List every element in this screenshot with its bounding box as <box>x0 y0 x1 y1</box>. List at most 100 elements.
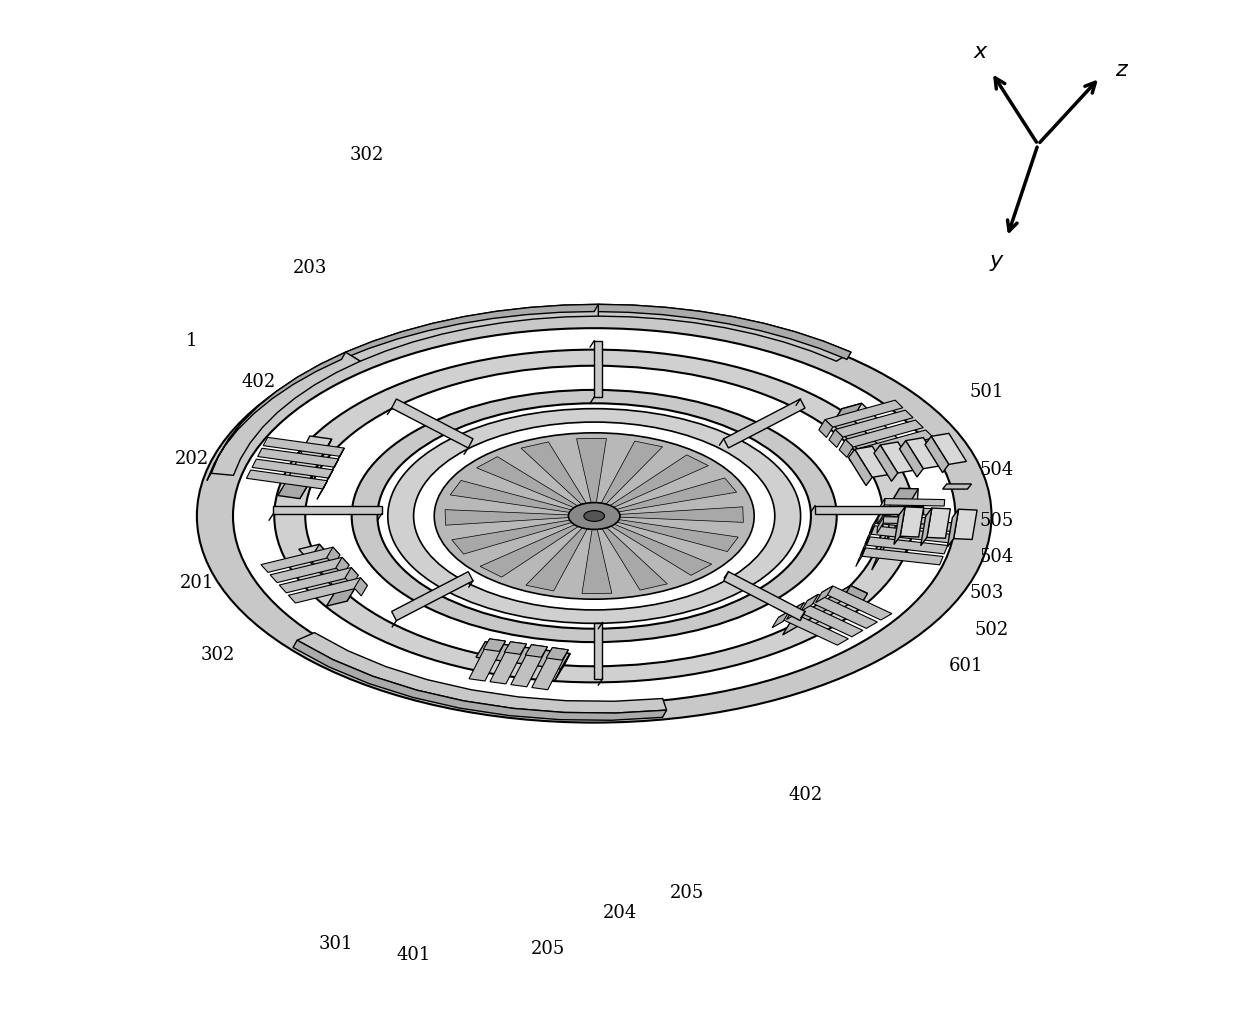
Polygon shape <box>870 526 952 543</box>
Polygon shape <box>327 547 340 566</box>
Polygon shape <box>532 648 568 689</box>
Polygon shape <box>925 437 949 473</box>
Polygon shape <box>832 409 883 464</box>
Text: $y$: $y$ <box>988 253 1004 272</box>
Polygon shape <box>782 585 851 635</box>
Polygon shape <box>921 508 931 546</box>
Polygon shape <box>884 508 944 515</box>
Polygon shape <box>900 507 924 537</box>
Polygon shape <box>874 445 898 481</box>
Polygon shape <box>258 448 339 467</box>
Polygon shape <box>836 410 913 438</box>
Polygon shape <box>846 420 924 447</box>
Polygon shape <box>346 304 599 361</box>
Polygon shape <box>288 436 332 483</box>
Polygon shape <box>894 507 905 545</box>
Polygon shape <box>521 442 587 505</box>
Polygon shape <box>898 488 918 523</box>
Polygon shape <box>880 442 915 473</box>
Polygon shape <box>260 547 340 573</box>
Polygon shape <box>905 438 941 469</box>
Polygon shape <box>839 440 853 457</box>
Polygon shape <box>392 399 472 448</box>
Polygon shape <box>724 399 805 448</box>
Polygon shape <box>884 498 945 506</box>
Polygon shape <box>786 603 804 619</box>
Polygon shape <box>554 653 570 680</box>
Polygon shape <box>620 507 743 522</box>
Ellipse shape <box>197 310 992 722</box>
Polygon shape <box>862 548 944 565</box>
Polygon shape <box>724 572 805 620</box>
Polygon shape <box>888 488 900 539</box>
Polygon shape <box>815 506 924 514</box>
Polygon shape <box>451 520 572 554</box>
Polygon shape <box>299 544 356 590</box>
Polygon shape <box>899 441 924 477</box>
Text: 402: 402 <box>242 373 277 391</box>
Polygon shape <box>773 611 790 627</box>
Polygon shape <box>801 594 818 611</box>
Polygon shape <box>842 404 903 449</box>
Polygon shape <box>854 446 890 478</box>
Polygon shape <box>792 585 868 627</box>
Polygon shape <box>931 433 966 464</box>
Polygon shape <box>300 439 332 498</box>
Text: $z$: $z$ <box>1115 60 1130 80</box>
Polygon shape <box>616 478 737 512</box>
Ellipse shape <box>434 432 754 600</box>
Polygon shape <box>252 459 334 478</box>
Polygon shape <box>247 470 327 489</box>
Polygon shape <box>270 557 350 583</box>
Text: 402: 402 <box>789 785 823 804</box>
Polygon shape <box>830 429 843 448</box>
Polygon shape <box>392 572 472 620</box>
Polygon shape <box>842 585 868 609</box>
Polygon shape <box>864 526 874 545</box>
Polygon shape <box>329 459 339 478</box>
Text: 601: 601 <box>949 656 983 675</box>
Polygon shape <box>883 517 944 524</box>
Polygon shape <box>211 352 360 476</box>
Polygon shape <box>450 481 572 512</box>
Text: 201: 201 <box>180 574 215 592</box>
Text: 505: 505 <box>980 512 1014 530</box>
Text: 504: 504 <box>980 548 1014 567</box>
Text: 503: 503 <box>970 584 1003 603</box>
Polygon shape <box>355 578 367 595</box>
Text: 204: 204 <box>603 904 637 923</box>
Polygon shape <box>599 304 851 361</box>
Text: $x$: $x$ <box>973 42 990 62</box>
Polygon shape <box>954 509 977 540</box>
Polygon shape <box>872 510 899 570</box>
Polygon shape <box>511 645 547 687</box>
Ellipse shape <box>377 404 811 628</box>
Polygon shape <box>816 586 833 603</box>
Polygon shape <box>317 481 327 499</box>
Polygon shape <box>890 488 918 505</box>
Polygon shape <box>818 420 833 438</box>
Text: 205: 205 <box>670 883 704 902</box>
Ellipse shape <box>274 350 914 682</box>
Polygon shape <box>875 515 956 531</box>
Ellipse shape <box>568 503 620 529</box>
Polygon shape <box>263 438 345 456</box>
Polygon shape <box>594 304 851 359</box>
Text: 302: 302 <box>201 646 234 665</box>
Polygon shape <box>848 449 872 486</box>
Polygon shape <box>825 400 903 427</box>
Polygon shape <box>484 639 506 651</box>
Polygon shape <box>490 642 527 684</box>
Polygon shape <box>278 480 309 498</box>
Polygon shape <box>480 642 570 665</box>
Polygon shape <box>345 568 358 586</box>
Polygon shape <box>594 341 603 397</box>
Polygon shape <box>336 557 350 576</box>
Polygon shape <box>856 548 866 567</box>
Polygon shape <box>947 509 959 547</box>
Polygon shape <box>779 611 848 645</box>
Polygon shape <box>832 404 862 424</box>
Polygon shape <box>326 585 356 606</box>
Text: 203: 203 <box>293 259 327 278</box>
Ellipse shape <box>233 328 955 704</box>
